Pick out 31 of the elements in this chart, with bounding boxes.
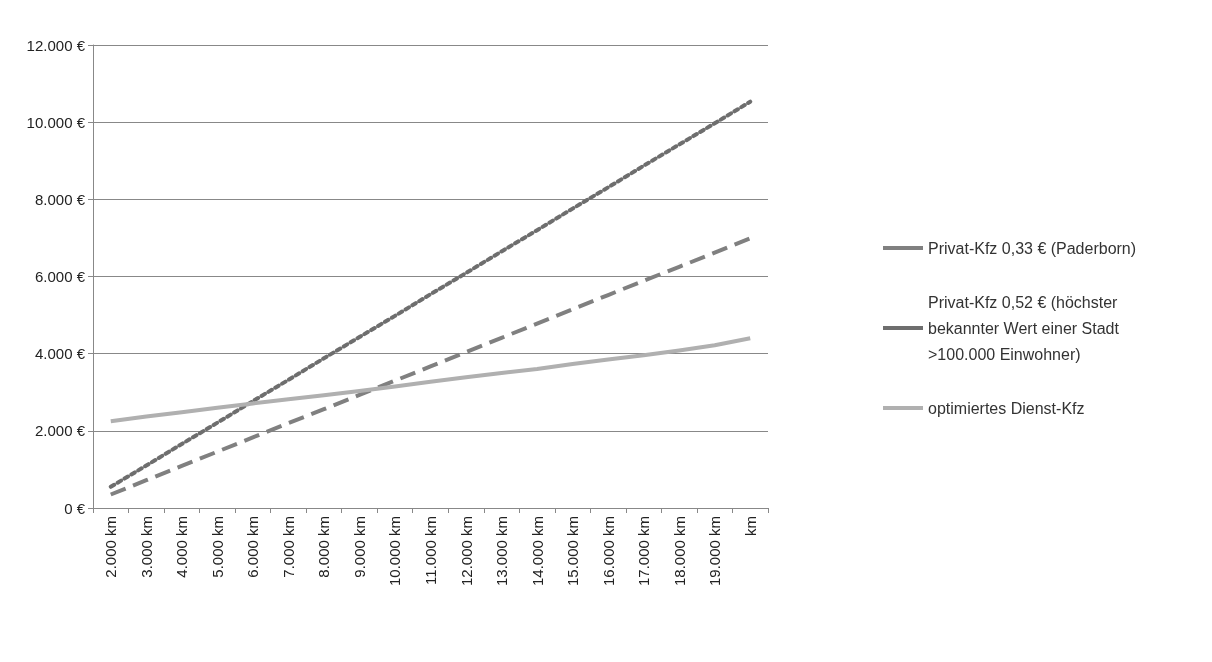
- x-tick-label: 4.000 km: [173, 516, 191, 578]
- legend-label: Privat-Kfz 0,52 € (höchster bekannter Wert einer Stadt >100.000 Einwohner): [928, 293, 1124, 363]
- x-tick-label: 12.000 km: [457, 516, 475, 587]
- x-tick-label: 3.000 km: [137, 516, 155, 578]
- y-tick-label: 12.000 €: [26, 36, 86, 54]
- x-tick-label: 14.000 km: [528, 516, 546, 587]
- x-tick-label: 9.000 km: [350, 516, 368, 578]
- y-tick-label: 2.000 €: [34, 422, 86, 440]
- x-tick-label: 16.000 km: [599, 516, 617, 587]
- x-tick-label: 6.000 km: [244, 516, 262, 578]
- x-tick-label: 10.000 km: [386, 516, 404, 587]
- x-tick-label: 11.000 km: [422, 516, 439, 585]
- y-tick-label: 10.000 €: [26, 113, 86, 131]
- x-tick-label: 2.000 km: [102, 516, 120, 578]
- line-series: [108, 99, 753, 489]
- y-tick-label: 4.000 €: [34, 345, 86, 363]
- x-tick-label: 18.000 km: [670, 516, 688, 587]
- x-tick-label: 13.000 km: [493, 516, 511, 587]
- y-tick-label: 8.000 €: [34, 190, 86, 208]
- legend-label: Privat-Kfz 0,33 € (Paderborn): [928, 239, 1137, 257]
- x-tick-label: 7.000 km: [279, 516, 297, 578]
- x-tick-label: 19.000 km: [706, 516, 724, 587]
- legend-label: optimiertes Dienst-Kfz: [928, 399, 1085, 417]
- x-tick-label: 8.000 km: [315, 516, 333, 578]
- x-tick-label: km: [741, 516, 759, 536]
- y-tick-label: 6.000 €: [34, 268, 86, 285]
- x-tick-label: 5.000 km: [208, 516, 226, 578]
- x-tick-label: 15.000 km: [564, 516, 582, 587]
- x-tick-label: 17.000 km: [635, 516, 653, 587]
- y-tick-label: 0 €: [64, 499, 86, 517]
- line-series: [108, 336, 753, 424]
